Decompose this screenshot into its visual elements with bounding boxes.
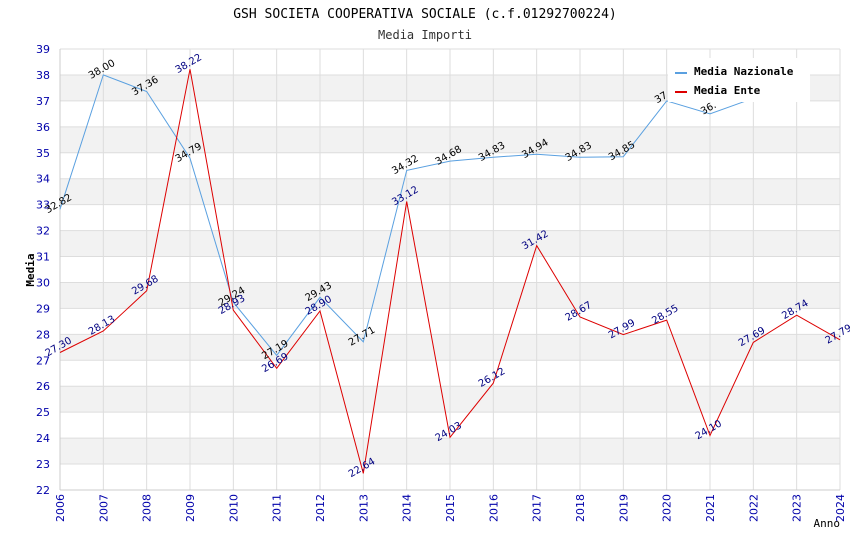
data-label-media-ente: 38.22	[174, 52, 204, 76]
y-tick-label: 24	[36, 432, 50, 445]
chart-title: GSH SOCIETA COOPERATIVA SOCIALE (c.f.012…	[233, 7, 617, 22]
x-axis-ticks: 2006 2007 2008 2009 2010 2011 2012 2013 2014 2015…	[54, 494, 847, 522]
y-tick-label: 36	[36, 121, 50, 134]
x-tick-label: 2014	[401, 494, 414, 522]
y-tick-label: 27	[36, 354, 50, 367]
legend: Media Nazionale Media Ente	[668, 58, 810, 102]
x-tick-label: 2019	[617, 494, 630, 522]
x-axis-label: Anno	[814, 517, 841, 530]
x-tick-label: 2017	[531, 494, 544, 522]
y-tick-label: 30	[36, 276, 50, 289]
x-tick-label: 2016	[487, 494, 500, 522]
grid-lines	[59, 48, 841, 491]
data-label-media-nazionale: 32.82	[44, 192, 74, 216]
y-tick-label: 26	[36, 380, 50, 393]
legend-label-media-ente: Media Ente	[694, 84, 761, 97]
y-tick-label: 29	[36, 302, 50, 315]
legend-box	[668, 58, 810, 102]
series-lines	[59, 69, 841, 474]
x-tick-label: 2021	[704, 494, 717, 522]
legend-label-media-nazionale: Media Nazionale	[694, 65, 794, 78]
series-line-media-ente	[59, 69, 841, 474]
chart-subtitle: Media Importi	[378, 28, 472, 42]
y-tick-label: 31	[36, 251, 50, 264]
y-tick-label: 35	[36, 147, 50, 160]
x-tick-label: 2006	[54, 494, 67, 522]
x-tick-label: 2015	[444, 494, 457, 522]
x-tick-label: 2013	[357, 494, 370, 522]
x-tick-label: 2007	[97, 494, 110, 522]
y-tick-label: 23	[36, 458, 50, 471]
x-tick-label: 2009	[184, 494, 197, 522]
y-axis-label: Media	[24, 253, 37, 286]
x-tick-label: 2022	[747, 494, 760, 522]
x-tick-label: 2020	[661, 494, 674, 522]
x-tick-label: 2018	[574, 494, 587, 522]
x-tick-label: 2010	[227, 494, 240, 522]
y-tick-label: 25	[36, 406, 50, 419]
y-tick-label: 28	[36, 328, 50, 341]
data-label-media-nazionale: 36.	[699, 100, 718, 117]
x-tick-label: 2008	[141, 494, 154, 522]
data-labels: 32.8238.0037.3634.7929.2427.1929.4327.71…	[44, 52, 850, 480]
y-tick-label: 37	[36, 95, 50, 108]
y-tick-label: 33	[36, 199, 50, 212]
y-tick-label: 32	[36, 225, 50, 238]
x-tick-label: 2011	[271, 494, 284, 522]
series-line-media-nazionale	[59, 74, 754, 357]
y-tick-label: 39	[36, 43, 50, 56]
y-tick-label: 22	[36, 484, 50, 497]
y-axis-ticks: 22 23 24 25 26 27 28 29 30 31 32 33 34 35 36 37 38 39	[36, 43, 50, 497]
y-tick-label: 34	[36, 173, 50, 186]
x-tick-label: 2024	[834, 494, 847, 522]
x-tick-label: 2012	[314, 494, 327, 522]
y-tick-label: 38	[36, 69, 50, 82]
x-tick-label: 2023	[791, 494, 804, 522]
